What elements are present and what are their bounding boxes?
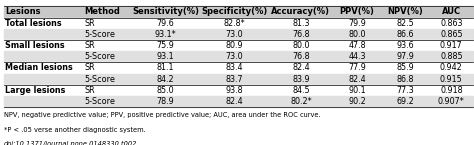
Bar: [4, 18, 473, 29]
Text: 80.9: 80.9: [226, 41, 244, 50]
Text: 93.1*: 93.1*: [155, 30, 176, 39]
Text: 0.915: 0.915: [440, 75, 463, 84]
Bar: [4, 51, 473, 62]
Text: SR: SR: [84, 63, 95, 72]
Text: 79.9: 79.9: [348, 19, 366, 28]
Bar: [4, 62, 473, 74]
Text: 82.4: 82.4: [292, 63, 310, 72]
Text: 81.1: 81.1: [157, 63, 174, 72]
Text: 75.9: 75.9: [157, 41, 175, 50]
Text: Large lesions: Large lesions: [5, 86, 65, 95]
Text: 0.907*: 0.907*: [438, 97, 465, 106]
Text: PPV(%): PPV(%): [339, 7, 374, 16]
Text: 5-Score: 5-Score: [84, 52, 115, 61]
Text: Median lesions: Median lesions: [5, 63, 73, 72]
Text: 93.6: 93.6: [397, 41, 414, 50]
Text: 79.6: 79.6: [157, 19, 174, 28]
Text: Lesions: Lesions: [5, 7, 41, 16]
Bar: [4, 29, 473, 40]
Text: 85.9: 85.9: [397, 63, 414, 72]
Text: 0.918: 0.918: [440, 86, 463, 95]
Text: 90.1: 90.1: [348, 86, 366, 95]
Text: 81.3: 81.3: [292, 19, 310, 28]
Text: 44.3: 44.3: [348, 52, 366, 61]
Text: 69.2: 69.2: [397, 97, 414, 106]
Text: Small lesions: Small lesions: [5, 41, 65, 50]
Text: 82.8*: 82.8*: [224, 19, 246, 28]
Text: 86.6: 86.6: [397, 30, 414, 39]
Text: 80.2*: 80.2*: [290, 97, 312, 106]
Text: *P < .05 verse another diagnostic system.: *P < .05 verse another diagnostic system…: [4, 127, 146, 133]
Text: 84.5: 84.5: [292, 86, 310, 95]
Text: Accuracy(%): Accuracy(%): [272, 7, 330, 16]
Text: AUC: AUC: [442, 7, 461, 16]
Text: Total lesions: Total lesions: [5, 19, 62, 28]
Text: 83.9: 83.9: [292, 75, 310, 84]
Text: NPV(%): NPV(%): [388, 7, 423, 16]
Text: 84.2: 84.2: [157, 75, 174, 84]
Text: 76.8: 76.8: [292, 30, 310, 39]
Text: 93.8: 93.8: [226, 86, 244, 95]
Text: SR: SR: [84, 19, 95, 28]
Text: 85.0: 85.0: [157, 86, 174, 95]
Text: 77.3: 77.3: [397, 86, 414, 95]
Text: 78.9: 78.9: [157, 97, 174, 106]
Text: 0.917: 0.917: [440, 41, 463, 50]
Text: 86.8: 86.8: [397, 75, 414, 84]
Bar: [4, 96, 473, 107]
Text: 0.863: 0.863: [440, 19, 463, 28]
Text: 97.9: 97.9: [397, 52, 414, 61]
Text: 0.885: 0.885: [440, 52, 463, 61]
Text: 77.9: 77.9: [348, 63, 366, 72]
Text: Specificity(%): Specificity(%): [201, 7, 268, 16]
Text: 5-Score: 5-Score: [84, 75, 115, 84]
Text: doi:10.1371/journal.pone.0148330.t002: doi:10.1371/journal.pone.0148330.t002: [4, 141, 137, 145]
Text: Method: Method: [84, 7, 120, 16]
Text: 82.4: 82.4: [348, 75, 366, 84]
Bar: [4, 40, 473, 51]
Text: 80.0: 80.0: [348, 30, 366, 39]
Text: 5-Score: 5-Score: [84, 30, 115, 39]
Text: 82.4: 82.4: [226, 97, 244, 106]
Bar: [4, 85, 473, 96]
Text: 80.0: 80.0: [292, 41, 310, 50]
Text: 0.865: 0.865: [440, 30, 463, 39]
Text: 5-Score: 5-Score: [84, 97, 115, 106]
Text: SR: SR: [84, 86, 95, 95]
Bar: [4, 6, 473, 18]
Text: 83.7: 83.7: [226, 75, 244, 84]
Text: 73.0: 73.0: [226, 30, 244, 39]
Text: 47.8: 47.8: [348, 41, 366, 50]
Text: 0.942: 0.942: [440, 63, 463, 72]
Bar: [4, 74, 473, 85]
Text: Sensitivity(%): Sensitivity(%): [132, 7, 199, 16]
Text: NPV, negative predictive value; PPV, positive predictive value; AUC, area under : NPV, negative predictive value; PPV, pos…: [4, 112, 320, 118]
Text: 90.2: 90.2: [348, 97, 366, 106]
Text: SR: SR: [84, 41, 95, 50]
Text: 83.4: 83.4: [226, 63, 243, 72]
Text: 82.5: 82.5: [397, 19, 414, 28]
Text: 76.8: 76.8: [292, 52, 310, 61]
Text: 73.0: 73.0: [226, 52, 244, 61]
Text: 93.1: 93.1: [157, 52, 174, 61]
